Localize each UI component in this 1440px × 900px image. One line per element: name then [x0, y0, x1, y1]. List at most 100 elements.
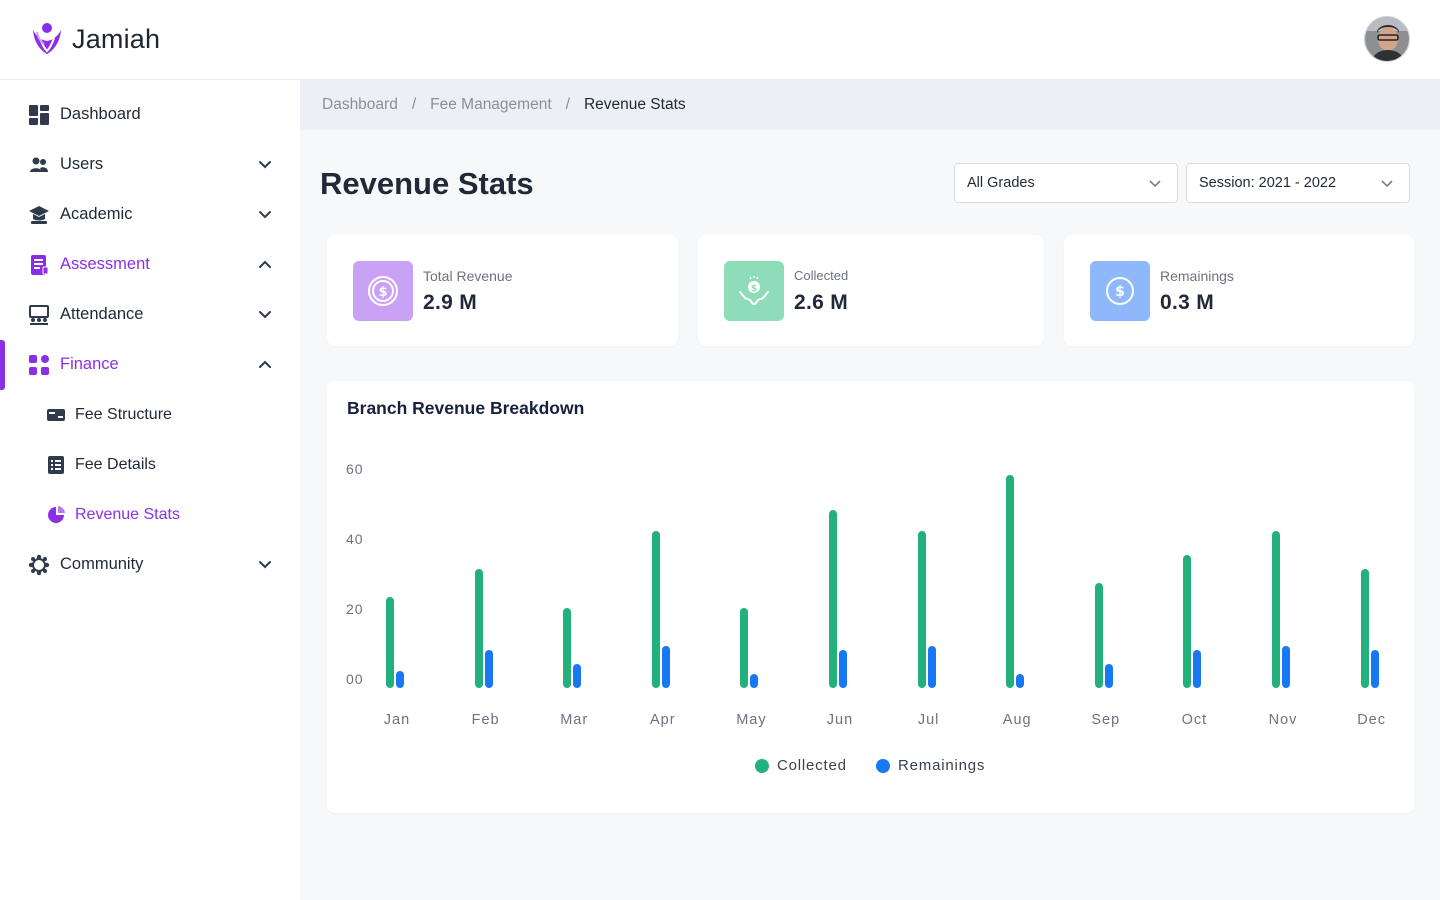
sidebar: Dashboard Users Academic Assessment Atte… [0, 80, 300, 900]
sidebar-subitem-fee-details[interactable]: Fee Details [0, 447, 300, 483]
chevron-down-icon[interactable] [256, 308, 274, 322]
dollar-coin-icon: $ [368, 276, 398, 306]
graduation-cap-icon [28, 204, 50, 226]
bar-collected-aug[interactable] [1006, 474, 1015, 688]
sidebar-item-attendance[interactable]: Attendance [0, 294, 300, 334]
sidebar-item-academic[interactable]: Academic [0, 194, 300, 234]
hands-money-icon: $ [739, 276, 769, 305]
session-select[interactable]: Session: 2021 - 2022 [1186, 163, 1410, 203]
x-tick-label: Mar [560, 712, 589, 728]
revenue-chart-card: Branch Revenue Breakdown 60 40 20 00 Jan… [327, 381, 1414, 813]
x-tick-label: Nov [1268, 712, 1298, 728]
page-title: Revenue Stats [320, 166, 534, 201]
breadcrumb-separator: / [565, 96, 570, 113]
x-tick-label: Dec [1357, 712, 1386, 728]
stat-card-total-revenue: $ Total Revenue 2.9 M [327, 235, 678, 346]
legend-dot-remainings [876, 758, 890, 773]
svg-text:$: $ [378, 285, 387, 300]
bar-collected-sep[interactable] [1094, 583, 1103, 688]
jamiah-logo-icon [33, 23, 61, 54]
y-tick-label: 60 [346, 461, 364, 477]
chevron-down-icon[interactable] [256, 158, 274, 172]
sidebar-item-users[interactable]: Users [0, 144, 300, 184]
sidebar-subitem-revenue-stats[interactable]: Revenue Stats [0, 497, 300, 533]
bar-collected-oct[interactable] [1183, 555, 1192, 688]
top-header: Jamiah [0, 0, 1440, 80]
users-icon [28, 154, 50, 176]
stat-icon-bg: $ [1090, 261, 1150, 321]
chart-title: Branch Revenue Breakdown [347, 398, 585, 418]
stat-label: Remainings [1160, 268, 1234, 284]
grade-select[interactable]: All Grades [954, 163, 1178, 203]
stat-card-remainings: $ Remainings 0.3 M [1064, 235, 1414, 346]
chevron-down-icon[interactable] [256, 208, 274, 222]
bar-collected-may[interactable] [740, 607, 749, 688]
sidebar-item-label: Community [60, 555, 144, 573]
y-tick-label: 40 [346, 531, 364, 547]
sidebar-item-label: Finance [60, 355, 119, 373]
bar-remainings-jul[interactable] [927, 646, 936, 688]
pie-chart-icon [46, 505, 66, 525]
bar-remainings-jan[interactable] [396, 670, 404, 688]
sidebar-item-finance[interactable]: Finance [0, 344, 300, 384]
bar-remainings-nov[interactable] [1282, 646, 1290, 688]
bar-remainings-oct[interactable] [1193, 649, 1202, 688]
bar-remainings-feb[interactable] [484, 649, 493, 688]
bar-collected-dec[interactable] [1360, 569, 1369, 688]
x-tick-label: Sep [1091, 712, 1121, 728]
bar-remainings-may[interactable] [750, 674, 759, 688]
x-tick-label: Apr [650, 712, 676, 728]
sidebar-item-dashboard[interactable]: Dashboard [0, 94, 300, 134]
bar-remainings-jun[interactable] [839, 649, 847, 688]
active-indicator [0, 340, 5, 390]
sidebar-item-community[interactable]: Community [0, 544, 300, 584]
x-tick-label: Oct [1181, 712, 1208, 728]
user-avatar[interactable] [1364, 16, 1410, 62]
bar-remainings-dec[interactable] [1370, 649, 1379, 688]
breadcrumb-fee-management[interactable]: Fee Management [430, 96, 552, 113]
bar-collected-nov[interactable] [1272, 530, 1280, 688]
svg-text:$: $ [1115, 284, 1125, 300]
chevron-up-icon[interactable] [256, 258, 274, 272]
chevron-down-icon[interactable] [256, 558, 274, 572]
bar-collected-jul[interactable] [917, 530, 926, 688]
bar-collected-jan[interactable] [386, 597, 394, 688]
grade-select-value: All Grades [967, 175, 1035, 191]
dashboard-icon [28, 104, 50, 126]
bar-remainings-mar[interactable] [573, 663, 582, 688]
chevron-down-icon [1149, 180, 1161, 188]
bar-collected-jun[interactable] [829, 509, 837, 688]
x-tick-label: Jul [917, 712, 940, 728]
sidebar-item-assessment[interactable]: Assessment [0, 244, 300, 284]
stat-icon-bg: $ [353, 261, 413, 321]
bar-remainings-sep[interactable] [1104, 663, 1113, 688]
legend-collected[interactable]: Collected [755, 757, 847, 774]
legend-remainings[interactable]: Remainings [876, 757, 985, 774]
sidebar-item-label: Attendance [60, 305, 144, 323]
presentation-icon [28, 304, 50, 326]
x-tick-label: Jun [826, 712, 854, 728]
bar-collected-apr[interactable] [651, 530, 660, 688]
community-icon [28, 554, 50, 576]
breadcrumb-dashboard[interactable]: Dashboard [322, 96, 398, 113]
bar-collected-feb[interactable] [474, 569, 483, 688]
sidebar-item-label: Fee Details [75, 456, 156, 473]
grid-icon [28, 354, 50, 376]
bar-remainings-aug[interactable] [1016, 674, 1025, 688]
chevron-up-icon[interactable] [256, 358, 274, 372]
chevron-down-icon [1381, 180, 1393, 188]
stat-icon-bg: $ [724, 261, 784, 321]
stat-label: Total Revenue [423, 268, 513, 284]
breadcrumb-current: Revenue Stats [583, 96, 686, 113]
breadcrumb-separator: / [411, 96, 417, 113]
sidebar-subitem-fee-structure[interactable]: Fee Structure [0, 397, 300, 433]
y-tick-label: 00 [346, 671, 364, 687]
bar-remainings-apr[interactable] [661, 646, 670, 688]
main-content: Dashboard / Fee Management / Revenue Sta… [300, 80, 1440, 900]
legend-label: Remainings [898, 757, 986, 774]
x-tick-label: Feb [471, 712, 500, 728]
sidebar-item-label: Users [60, 155, 104, 173]
legend-label: Collected [777, 757, 847, 774]
app-logo[interactable]: Jamiah [28, 20, 160, 58]
bar-collected-mar[interactable] [563, 607, 572, 688]
